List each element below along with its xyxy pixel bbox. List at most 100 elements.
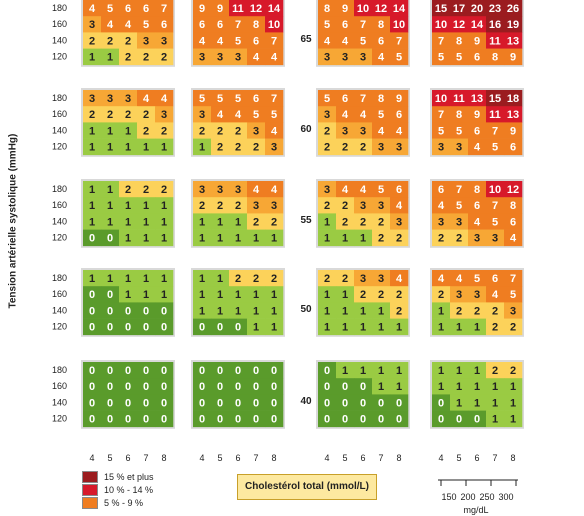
x-tick-label: 7 — [378, 453, 383, 463]
risk-cell — [336, 410, 355, 428]
risk-cell — [155, 16, 174, 33]
risk-cell-value: 4 — [253, 52, 260, 64]
risk-cell-value: 2 — [125, 52, 131, 64]
risk-cell — [229, 32, 248, 49]
risk-cell-value: 1 — [474, 365, 480, 377]
risk-cell — [372, 90, 391, 107]
risk-cell — [101, 48, 120, 66]
risk-cell-value: 4 — [125, 19, 132, 31]
risk-cell — [450, 362, 469, 379]
risk-cell — [101, 122, 120, 139]
risk-cell-value: 5 — [492, 142, 498, 154]
risk-cell — [390, 229, 409, 247]
risk-cell — [318, 270, 337, 287]
risk-cell — [468, 213, 487, 230]
risk-cell-value: 1 — [217, 273, 223, 285]
risk-cell — [119, 90, 138, 107]
risk-cell-value: 4 — [474, 142, 481, 154]
risk-cell-value: 2 — [492, 322, 498, 334]
risk-cell-value: 3 — [199, 109, 205, 121]
risk-cell-value: 0 — [199, 414, 205, 426]
risk-cell-value: 3 — [253, 125, 259, 137]
risk-cell-value: 1 — [125, 273, 131, 285]
risk-cell-value: 1 — [324, 233, 330, 245]
risk-cell — [390, 106, 409, 123]
risk-cell — [318, 138, 337, 156]
risk-cell-value: 1 — [161, 273, 167, 285]
risk-cell — [450, 410, 469, 428]
risk-cell-value: 4 — [396, 200, 403, 212]
risk-cell-value: 5 — [378, 109, 384, 121]
risk-cell-value: 11 — [453, 93, 465, 105]
risk-cell — [229, 302, 248, 319]
risk-cell-value: 10 — [268, 19, 280, 31]
risk-cell — [354, 122, 373, 139]
risk-cell-value: 1 — [125, 142, 131, 154]
risk-cell — [101, 90, 120, 107]
risk-cell — [247, 362, 266, 379]
risk-cell-value: 0 — [378, 414, 384, 426]
risk-cell-value: 6 — [474, 125, 480, 137]
risk-cell-value: 1 — [271, 289, 277, 301]
risk-cell-value: 7 — [492, 125, 498, 137]
risk-cell — [229, 90, 248, 107]
risk-cell-value: 3 — [235, 52, 241, 64]
risk-cell-value: 3 — [378, 273, 384, 285]
risk-cell-value: 6 — [492, 273, 498, 285]
risk-cell — [247, 213, 266, 230]
risk-cell-value: 1 — [125, 289, 131, 301]
risk-cell — [468, 138, 487, 156]
risk-cell — [318, 197, 337, 214]
risk-cell-value: 0 — [235, 381, 241, 393]
risk-cell — [504, 181, 523, 198]
risk-cell-value: 1 — [161, 233, 167, 245]
risk-cell-value: 2 — [396, 289, 402, 301]
legend-label: 15 % et plus — [104, 472, 154, 482]
risk-cell — [155, 318, 174, 336]
risk-cell — [372, 181, 391, 198]
risk-cell-value: 4 — [396, 125, 403, 137]
risk-cell-value: 2 — [342, 142, 348, 154]
risk-cell-value: 2 — [324, 200, 330, 212]
risk-cell — [372, 362, 391, 379]
risk-cell-value: 2 — [360, 289, 366, 301]
risk-cell — [193, 197, 212, 214]
age-label: 65 — [300, 34, 312, 45]
risk-cell-value: 6 — [438, 184, 444, 196]
risk-cell-value: 0 — [474, 414, 480, 426]
risk-cell-value: 1 — [161, 200, 167, 212]
risk-cell — [468, 48, 487, 66]
risk-cell-value: 2 — [217, 200, 223, 212]
risk-cell — [504, 302, 523, 319]
risk-cell — [247, 122, 266, 139]
risk-cell — [450, 229, 469, 247]
risk-cell-value: 1 — [125, 200, 131, 212]
risk-cell — [432, 410, 451, 428]
risk-cell-value: 0 — [438, 397, 444, 409]
risk-cell-value: 0 — [360, 414, 366, 426]
risk-cell — [119, 197, 138, 214]
risk-cell — [211, 229, 230, 247]
risk-cell-value: 10 — [393, 19, 405, 31]
risk-cell-value: 2 — [143, 184, 149, 196]
risk-cell-value: 6 — [474, 52, 480, 64]
risk-cell-value: 0 — [271, 381, 277, 393]
risk-cell-value: 4 — [271, 52, 278, 64]
risk-cell — [504, 138, 523, 156]
x-tick-label: 5 — [107, 453, 112, 463]
risk-cell — [229, 362, 248, 379]
risk-cell-value: 2 — [217, 142, 223, 154]
risk-cell — [468, 181, 487, 198]
risk-cell — [372, 48, 391, 66]
risk-cell — [390, 197, 409, 214]
risk-cell — [101, 378, 120, 395]
risk-cell-value: 0 — [360, 381, 366, 393]
risk-cell — [101, 362, 120, 379]
risk-cell — [390, 270, 409, 287]
risk-cell — [318, 318, 337, 336]
risk-cell-value: 0 — [378, 397, 384, 409]
risk-cell-value: 8 — [378, 93, 384, 105]
risk-cell — [229, 197, 248, 214]
risk-cell — [390, 362, 409, 379]
risk-cell — [372, 286, 391, 303]
